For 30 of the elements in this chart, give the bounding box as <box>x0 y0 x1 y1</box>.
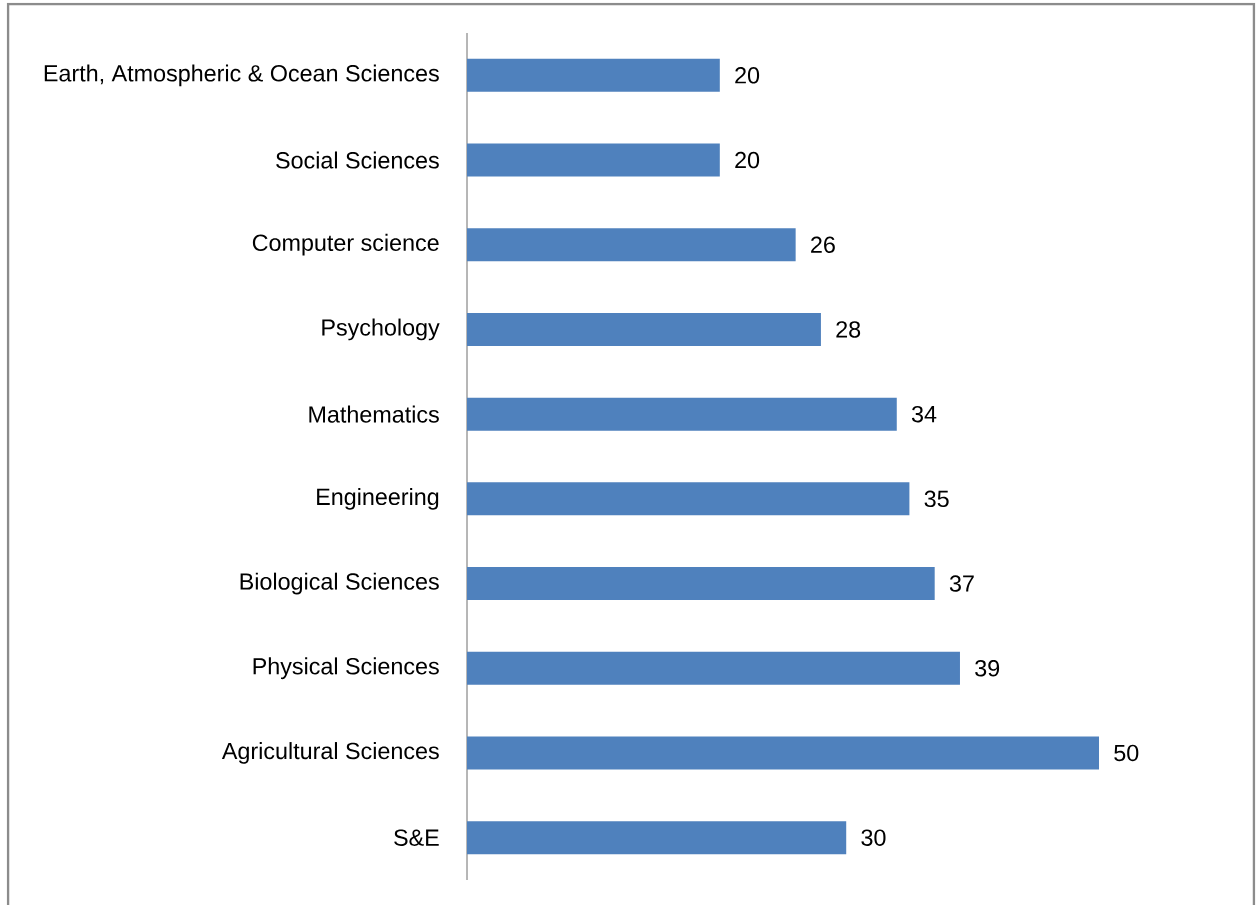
y-tick-label: S&E <box>394 829 439 846</box>
data-label: 50 <box>1114 744 1139 762</box>
y-tick-label: Biological Sciences <box>240 572 439 595</box>
y-tick-label: Mathematics <box>309 405 439 423</box>
data-label: 39 <box>975 659 1000 677</box>
bar <box>467 651 960 685</box>
bar <box>467 567 935 601</box>
y-tick-label: Physical Sciences <box>253 657 439 680</box>
bar <box>467 736 1100 770</box>
y-tick-label: Social Sciences <box>276 151 439 169</box>
data-label: 35 <box>924 490 949 508</box>
y-tick-label: Agricultural Sciences <box>221 742 439 764</box>
bar <box>467 397 897 431</box>
y-tick-label: Psychology <box>322 318 440 341</box>
bar <box>467 312 821 346</box>
y-tick-label: Engineering <box>317 487 439 510</box>
y-tick-label: Earth, Atmospheric & Ocean Sciences <box>44 64 439 87</box>
y-tick-label: Computer science <box>252 233 439 256</box>
bar <box>467 228 796 262</box>
data-label: 26 <box>811 236 835 253</box>
bar <box>467 143 720 177</box>
bar <box>467 58 720 92</box>
bar <box>467 821 847 855</box>
data-label: 30 <box>861 829 886 846</box>
data-label: 28 <box>836 321 861 338</box>
bar <box>467 482 910 516</box>
data-label: 37 <box>949 575 974 592</box>
data-label: 20 <box>735 151 760 169</box>
data-label: 20 <box>735 67 760 84</box>
data-label: 34 <box>911 405 937 423</box>
